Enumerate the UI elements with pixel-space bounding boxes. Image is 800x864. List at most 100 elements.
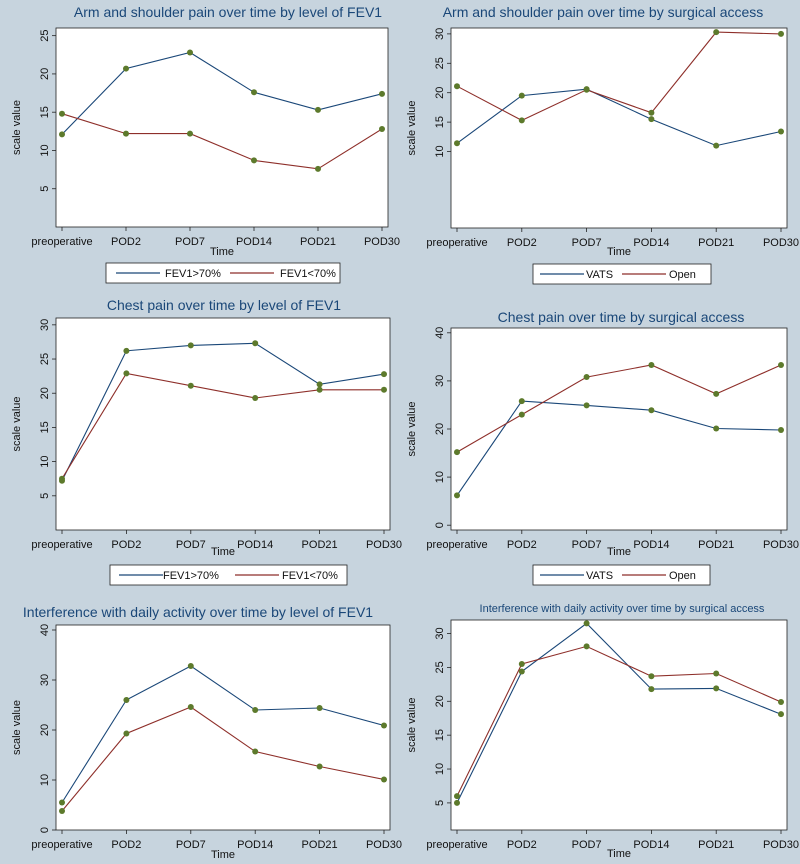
data-point — [315, 106, 321, 113]
y-tick-label: 30 — [39, 674, 51, 686]
data-point — [583, 374, 590, 381]
data-point — [59, 475, 65, 482]
x-tick-label: POD21 — [302, 539, 338, 551]
plot-area — [55, 27, 389, 228]
y-tick-label: 30 — [434, 28, 446, 40]
data-point — [315, 165, 321, 172]
x-tick-label: POD2 — [507, 237, 537, 249]
chart-panel-3: Chest pain over time by level of FEV1 5 10… — [11, 297, 402, 586]
legend-box — [532, 564, 711, 586]
data-point — [713, 685, 720, 692]
y-tick-label: 20 — [434, 87, 446, 99]
legend-label: Open — [669, 269, 696, 281]
data-point — [187, 382, 194, 389]
y-tick-label: 30 — [434, 375, 446, 387]
y-tick-label: 15 — [434, 116, 446, 128]
chart-panel-6: Interference with daily activity over ti… — [406, 603, 799, 860]
data-point — [252, 707, 259, 713]
x-tick-label: POD7 — [572, 539, 602, 551]
x-axis-label: Time — [607, 546, 631, 558]
legend-label: FEV1>70% — [163, 570, 219, 582]
data-point — [648, 116, 655, 123]
data-point — [381, 776, 387, 783]
y-tick-label: 10 — [39, 144, 51, 156]
y-axis-label: scale value — [11, 100, 23, 155]
data-point — [518, 411, 525, 418]
data-point — [778, 711, 784, 718]
x-tick-label: POD14 — [633, 839, 669, 851]
legend: VATS Open — [532, 263, 712, 285]
chart-panel-2: Arm and shoulder pain over time by surgi… — [406, 4, 799, 285]
chart-title: Arm and shoulder pain over time by level… — [74, 4, 382, 20]
y-tick-label: 15 — [39, 106, 51, 118]
data-point — [713, 142, 720, 149]
data-point — [381, 371, 387, 378]
legend-box — [105, 262, 341, 284]
y-tick-label: 20 — [39, 387, 51, 399]
series-line-FEV1<70% — [61, 372, 384, 479]
legend-label: Open — [669, 570, 696, 582]
data-point — [778, 362, 784, 369]
data-point — [316, 763, 323, 770]
chart-panel-1: Arm and shoulder pain over time by level… — [11, 4, 400, 284]
x-tick-label: POD30 — [763, 539, 799, 551]
data-point — [583, 643, 590, 650]
series-line-FEV1<70% — [61, 113, 383, 170]
series-line-FEV1<70% — [61, 706, 385, 812]
data-point — [648, 686, 655, 693]
legend: FEV1>70% FEV1<70% — [109, 564, 348, 586]
x-tick-label: POD2 — [111, 236, 141, 248]
y-tick-label: 15 — [434, 729, 446, 741]
data-point — [187, 663, 194, 669]
data-point — [583, 86, 590, 93]
data-point — [59, 799, 65, 806]
x-tick-label: POD14 — [237, 839, 273, 851]
data-point — [713, 29, 720, 36]
x-tick-label: POD2 — [507, 839, 537, 851]
data-point — [316, 705, 323, 711]
plot-area — [55, 317, 391, 531]
x-tick-label: POD30 — [364, 236, 400, 248]
data-point — [713, 670, 720, 677]
x-tick-label: POD21 — [302, 839, 338, 851]
series-line-FEV1>70% — [61, 342, 385, 482]
y-tick-label: 40 — [434, 327, 446, 339]
x-axis-label: Time — [210, 246, 234, 258]
plot-area — [450, 619, 788, 831]
data-point — [518, 398, 525, 405]
x-axis-label: Time — [211, 849, 235, 861]
data-point — [648, 362, 655, 369]
x-tick-label: POD2 — [111, 839, 141, 851]
data-point — [778, 426, 784, 433]
y-tick-label: 25 — [434, 661, 446, 673]
data-point — [187, 704, 194, 710]
legend-label: VATS — [586, 269, 613, 281]
x-tick-label: POD7 — [176, 839, 206, 851]
legend-label: FEV1>70% — [165, 268, 221, 280]
data-point — [316, 386, 323, 393]
data-point — [454, 449, 460, 456]
series-line-VATS — [456, 622, 782, 804]
data-point — [251, 157, 257, 164]
x-tick-label: POD30 — [366, 539, 402, 551]
data-point — [123, 697, 130, 703]
y-tick-label: 0 — [39, 827, 51, 833]
y-tick-label: 30 — [39, 319, 51, 331]
y-tick-label: 25 — [39, 30, 51, 42]
x-tick-label: POD14 — [633, 539, 669, 551]
y-tick-label: 20 — [39, 68, 51, 80]
chart-title: Chest pain over time by level of FEV1 — [107, 297, 341, 313]
x-tick-label: POD14 — [633, 237, 669, 249]
data-point — [252, 395, 259, 402]
y-tick-label: 20 — [434, 695, 446, 707]
data-point — [381, 722, 387, 729]
data-point — [123, 65, 129, 72]
data-point — [778, 30, 784, 37]
chart-title: Interference with daily activity over ti… — [480, 603, 765, 615]
series-line-Open — [456, 364, 782, 453]
data-point — [583, 620, 590, 627]
chart-panel-4: Chest pain over time by surgical access 0… — [406, 309, 799, 586]
data-point — [778, 698, 784, 705]
data-point — [518, 661, 525, 668]
legend-box — [109, 564, 348, 586]
